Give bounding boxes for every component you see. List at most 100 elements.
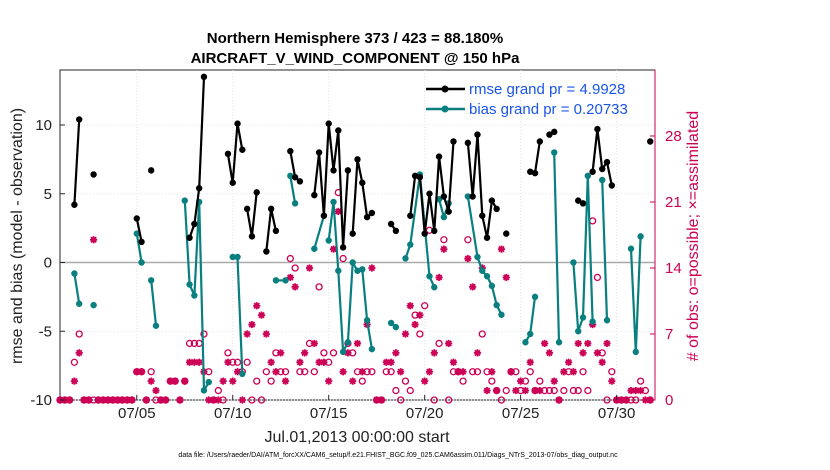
rmse-marker <box>320 212 328 219</box>
bias-marker <box>282 277 289 284</box>
bias-marker <box>570 259 577 266</box>
obs-assimilated-marker <box>147 377 155 385</box>
rmse-marker <box>431 227 438 235</box>
obs-possible-marker <box>233 358 242 366</box>
bias-line-segment <box>601 179 609 321</box>
obs-possible-marker <box>636 377 645 385</box>
obs-assimilated-marker <box>70 377 78 385</box>
y2-tick-label: 7 <box>665 326 673 343</box>
obs-assimilated-marker <box>497 245 506 253</box>
obs-possible-marker <box>464 236 472 244</box>
rmse-marker <box>488 197 496 204</box>
rmse-marker <box>272 227 280 235</box>
obs-assimilated-marker <box>133 368 141 376</box>
rmse-line-segment <box>226 122 244 184</box>
grid <box>60 70 655 401</box>
obs-assimilated-marker <box>507 368 515 376</box>
y-tick-label: -10 <box>30 392 52 409</box>
obs-assimilated-marker <box>329 245 338 253</box>
rmse-marker <box>483 234 491 241</box>
obs-assimilated-marker <box>368 264 376 272</box>
bias-line-segment <box>289 175 297 204</box>
obs-assimilated-marker <box>641 396 650 404</box>
bias-marker <box>632 348 640 356</box>
obs-assimilated-marker <box>229 377 237 385</box>
rmse-marker <box>594 125 601 133</box>
obs-possible-marker <box>397 396 405 404</box>
obs-possible-marker <box>190 339 199 348</box>
obs-assimilated-marker <box>262 330 270 338</box>
obs-possible-marker <box>262 368 270 376</box>
obs-assimilated-marker <box>219 377 227 385</box>
obs-possible-marker <box>579 368 587 376</box>
rmse-line-segment <box>135 218 143 243</box>
obs-assimilated-marker <box>373 396 381 404</box>
x-tick-label: 07/30 <box>598 405 636 422</box>
obs-possible-marker <box>281 368 290 376</box>
bias-marker <box>335 267 342 274</box>
rmse-marker <box>407 212 414 219</box>
rmse-marker <box>387 220 395 228</box>
bias-marker <box>555 339 563 346</box>
bias-marker <box>239 370 246 378</box>
bias-marker <box>479 267 486 274</box>
obs-assimilated-marker <box>397 368 405 376</box>
y-tick-label: 0 <box>44 255 52 272</box>
rmse-marker <box>344 167 352 174</box>
obs-possible-marker <box>550 386 558 395</box>
obs-possible-marker <box>430 396 438 404</box>
obs-assimilated-marker <box>574 339 582 348</box>
obs-assimilated-marker <box>526 358 534 366</box>
obs-assimilated-marker <box>142 396 150 404</box>
obs-assimilated-marker <box>267 358 275 366</box>
obs-possible-marker <box>329 349 338 357</box>
bias-line-segment <box>313 215 325 250</box>
rmse-marker <box>450 138 457 145</box>
bias-marker <box>627 245 635 252</box>
obs-possible-marker <box>406 386 414 395</box>
obs-possible-marker <box>536 377 544 385</box>
bias-marker <box>205 378 212 386</box>
bias-line-segment <box>553 152 561 343</box>
rmse-marker <box>531 169 539 177</box>
obs-possible-marker <box>435 339 443 348</box>
bias-marker <box>354 267 361 274</box>
obs-assimilated-marker <box>248 320 256 329</box>
rmse-marker <box>325 120 332 127</box>
rmse-marker <box>363 213 371 221</box>
obs-assimilated-marker <box>123 396 131 404</box>
obs-assimilated-marker <box>75 349 83 357</box>
rmse-marker <box>71 201 78 208</box>
rmse-marker <box>186 234 193 241</box>
obs-assimilated-marker <box>622 396 630 404</box>
obs-assimilated-marker <box>99 396 107 404</box>
bias-marker <box>493 301 500 309</box>
obs-assimilated-marker <box>608 377 616 385</box>
obs-assimilated-marker <box>325 377 333 385</box>
obs-possible-marker <box>185 339 194 348</box>
obs-possible-marker <box>315 283 323 291</box>
bias-marker <box>311 245 318 252</box>
obs-assimilated-marker <box>80 396 88 404</box>
obs-assimilated-marker <box>161 396 170 404</box>
chart-title-line2: AIRCRAFT_V_WIND_COMPONENT @ 150 hPa <box>191 50 521 67</box>
bias-marker <box>181 197 188 204</box>
x-tick-label: 07/10 <box>214 405 252 422</box>
obs-assimilated-marker <box>454 368 462 376</box>
bias-marker <box>551 149 558 156</box>
bias-marker <box>431 284 438 291</box>
rmse-marker <box>200 73 208 81</box>
legend-bias-marker <box>441 105 449 113</box>
obs-assimilated-marker <box>128 396 136 404</box>
obs-assimilated-marker <box>281 377 290 385</box>
rmse-line-segment <box>188 76 206 239</box>
bias-marker <box>483 273 491 280</box>
bias-marker <box>325 237 332 244</box>
rmse-marker <box>435 153 443 160</box>
rmse-marker <box>133 215 140 222</box>
rmse-marker <box>359 179 366 186</box>
legend-rmse-label: rmse grand pr = 4.9928 <box>469 81 625 98</box>
obs-assimilated-marker <box>459 368 467 376</box>
